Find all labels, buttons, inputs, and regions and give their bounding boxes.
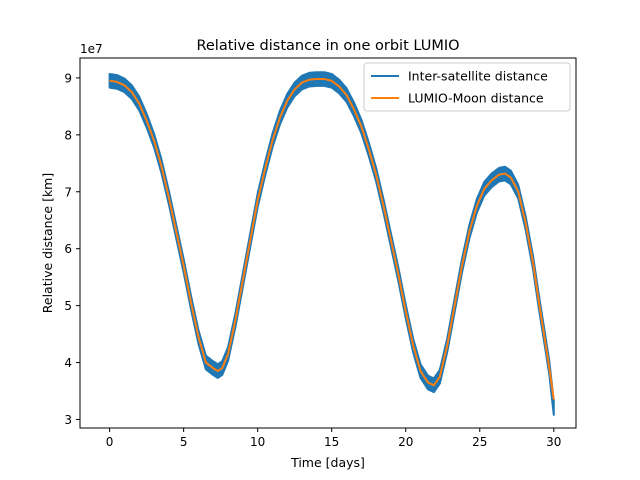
x-axis-label: Time [days]	[290, 455, 365, 470]
legend: Inter-satellite distance LUMIO-Moon dist…	[363, 62, 571, 112]
y-tick-label: 8	[64, 128, 72, 142]
x-tick-label: 20	[398, 435, 413, 449]
x-tick-label: 5	[180, 435, 188, 449]
legend-label-inter-satellite: Inter-satellite distance	[408, 69, 548, 84]
chart-title: Relative distance in one orbit LUMIO	[196, 38, 459, 54]
x-axis-ticks: 0 5 10 15 20 25 30	[106, 428, 561, 449]
plot-area: 0 5 10 15 20 25 30 3 4 5 6 7 8 9	[64, 57, 577, 449]
axes-frame	[79, 57, 577, 429]
y-tick-label: 9	[64, 71, 72, 85]
x-tick-label: 25	[472, 435, 487, 449]
series-layer	[108, 71, 555, 416]
y-axis-label: Relative distance [km]	[40, 173, 55, 314]
series-inter-satellite-band	[108, 71, 555, 416]
y-tick-label: 3	[64, 413, 72, 427]
x-tick-label: 0	[106, 435, 114, 449]
y-tick-label: 6	[64, 242, 72, 256]
y-tick-label: 5	[64, 299, 72, 313]
legend-box	[363, 62, 571, 112]
y-offset-label: 1e7	[80, 42, 103, 56]
x-tick-label: 10	[250, 435, 265, 449]
legend-label-lumio-moon: LUMIO-Moon distance	[408, 91, 544, 106]
x-tick-label: 15	[324, 435, 339, 449]
y-axis-ticks: 3 4 5 6 7 8 9	[64, 71, 80, 427]
y-tick-label: 4	[64, 356, 72, 370]
series-lumio-moon-line	[109, 78, 555, 400]
y-tick-label: 7	[64, 185, 72, 199]
x-tick-label: 30	[546, 435, 561, 449]
